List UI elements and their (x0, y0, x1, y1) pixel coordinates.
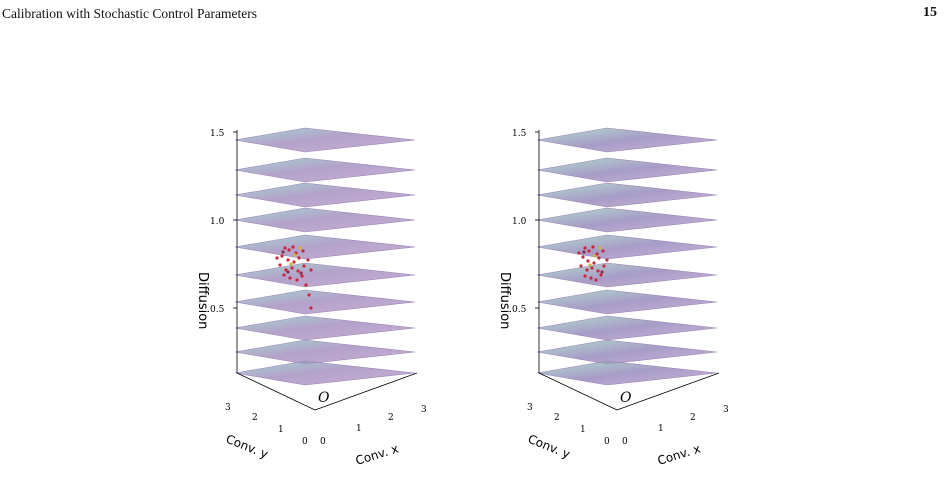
x-tick: 3 (723, 405, 729, 415)
slice-plane (536, 360, 718, 386)
slice-plane (536, 315, 718, 341)
x-tick: 3 (421, 405, 427, 415)
slice-plane (536, 289, 718, 315)
stacked-slices-plot-right: 1.5 1.0 0.5 Diffusion O 3 2 1 0 0 1 2 3 … (497, 127, 729, 468)
x-tick: 2 (690, 413, 696, 423)
slice-plane (234, 262, 416, 288)
z-tick-0-5: 0.5 (210, 305, 225, 315)
y-tick: 3 (225, 403, 231, 413)
slice-plane (234, 360, 416, 386)
slice-plane (234, 339, 416, 365)
slice-plane (536, 157, 718, 183)
figure-panel-right: 1.5 1.0 0.5 Diffusion O 3 2 1 0 0 1 2 3 … (487, 120, 737, 474)
slice-plane (536, 262, 718, 288)
z-tick-0-5: 0.5 (512, 305, 527, 315)
x-axis-label: Conv. x (354, 442, 400, 468)
x-tick: 0 (622, 437, 628, 447)
axes (535, 130, 720, 411)
slice-plane (536, 339, 718, 365)
z-tick-1-5: 1.5 (512, 129, 527, 139)
x-tick: 1 (356, 424, 362, 434)
z-tick-1-5: 1.5 (210, 129, 225, 139)
y-tick: 1 (278, 425, 284, 435)
slice-plane (536, 182, 718, 208)
x-tick: 0 (320, 437, 326, 447)
y-tick: 0 (302, 437, 308, 447)
x-axis-label: Conv. x (656, 442, 702, 468)
slice-planes (536, 127, 718, 386)
sample-points (275, 245, 313, 310)
stacked-slices-plot-left: 1.5 1.0 0.5 Diffusion O 3 2 1 0 0 1 2 3 … (195, 127, 427, 468)
x-tick: 1 (658, 424, 664, 434)
slice-planes (234, 127, 416, 386)
slice-plane (234, 127, 416, 153)
slice-plane (536, 127, 718, 153)
slice-plane (234, 207, 416, 233)
z-tick-1-0: 1.0 (512, 217, 527, 227)
z-axis-label: Diffusion (195, 272, 210, 329)
slice-plane (536, 234, 718, 260)
running-head-title: Calibration with Stochastic Control Para… (2, 6, 257, 21)
y-tick: 2 (554, 413, 560, 423)
slice-plane (234, 182, 416, 208)
z-axis-label: Diffusion (497, 272, 512, 329)
slice-plane (234, 234, 416, 260)
y-tick: 1 (580, 425, 586, 435)
y-tick: 3 (527, 403, 533, 413)
y-axis-label: Conv. y (526, 432, 572, 462)
sample-points (577, 245, 609, 282)
slice-plane (234, 315, 416, 341)
page-number: 15 (923, 5, 937, 20)
y-axis-label: Conv. y (224, 432, 270, 462)
origin-label: O (620, 390, 632, 406)
y-tick: 2 (252, 413, 258, 423)
x-tick: 2 (388, 413, 394, 423)
figure-panel-left: 1.5 1.0 0.5 Diffusion O 3 2 1 0 0 1 2 3 … (185, 120, 435, 474)
axes (233, 130, 418, 411)
y-tick: 0 (604, 437, 610, 447)
origin-label: O (318, 390, 330, 406)
slice-plane (234, 157, 416, 183)
z-tick-1-0: 1.0 (210, 217, 225, 227)
slice-plane (234, 289, 416, 315)
slice-plane (536, 207, 718, 233)
